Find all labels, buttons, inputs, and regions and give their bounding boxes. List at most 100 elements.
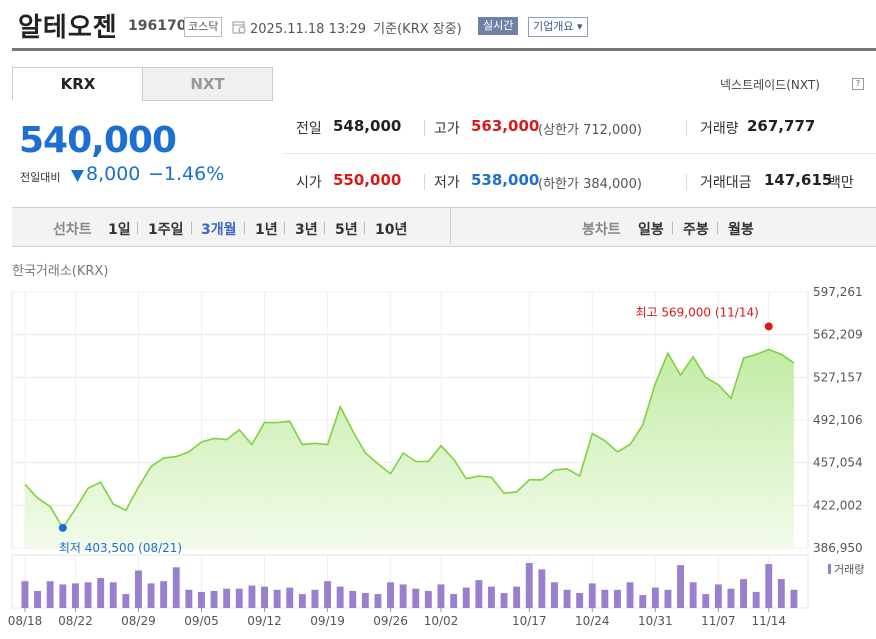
y-tick-label: 386,950 — [813, 541, 863, 555]
volume-bar — [235, 588, 243, 608]
volume-bar — [286, 587, 294, 608]
period-3y[interactable]: 3년 — [295, 222, 318, 238]
amount-value: 147,615 — [764, 171, 833, 189]
time-basis: 기준(KRX 장중) — [373, 22, 462, 37]
upper-limit: (상한가 712,000) — [538, 123, 642, 138]
volume-bar — [651, 587, 659, 608]
divider — [672, 222, 673, 234]
volume-bar — [475, 580, 483, 608]
volume-bar — [172, 567, 180, 608]
volume-bar — [488, 586, 495, 608]
nextrade-link[interactable]: 넥스트레이드(NXT) — [720, 78, 820, 92]
volume-bar — [576, 593, 584, 608]
y-tick-label: 422,002 — [813, 498, 863, 512]
change-amount: 8,000 — [86, 163, 141, 185]
y-tick-label: 562,209 — [813, 328, 863, 342]
live-badge[interactable]: 실시간 — [478, 17, 519, 35]
divider — [450, 208, 451, 244]
volume-bar — [109, 582, 117, 608]
volume-bar — [273, 589, 281, 608]
tab-krx[interactable]: KRX — [12, 67, 144, 100]
volume-frame — [11, 554, 809, 609]
period-10y[interactable]: 10년 — [375, 222, 408, 238]
amount-unit: 백만 — [828, 175, 854, 191]
x-tick-label: 09/19 — [310, 614, 345, 628]
period-1d[interactable]: 1일 — [108, 222, 131, 238]
volume-bar — [46, 581, 54, 608]
volume-bar — [84, 582, 92, 608]
divider — [244, 222, 245, 234]
change-percent: −1.46% — [148, 163, 225, 185]
x-tick-label: 08/29 — [121, 614, 156, 628]
volume-bar — [160, 581, 168, 608]
divider — [424, 174, 425, 190]
volume-bar — [626, 582, 634, 608]
volume-bar — [361, 593, 369, 608]
x-tick-labels: 08/18 08/22 08/29 09/05 09/12 09/19 09/26 10/02… — [8, 608, 786, 628]
candle-monthly[interactable]: 월봉 — [728, 222, 754, 238]
volume-bar — [336, 586, 344, 608]
volume-bar — [740, 579, 747, 608]
amount-label: 거래대금 — [700, 175, 752, 191]
volume-bar — [689, 582, 697, 608]
market-badge: 코스닥 — [184, 17, 223, 37]
divider — [424, 120, 425, 136]
tab-nxt[interactable]: NXT — [142, 67, 273, 101]
volume-bar — [462, 587, 470, 608]
volume-label: 거래량 — [700, 121, 739, 137]
period-3m[interactable]: 3개월 — [201, 222, 237, 238]
volume-bar — [261, 586, 268, 608]
annotations: 최저 403,500 (08/21) 최고 569,000 (11/14) — [58, 305, 773, 555]
header-divider — [12, 48, 876, 51]
volume-bar — [727, 588, 735, 608]
divider — [137, 222, 138, 234]
volume-bar — [777, 579, 785, 608]
x-tick-label: 10/31 — [638, 614, 673, 628]
y-tick-labels: 597,261 562,209 527,157 492,106 457,054 422,0… — [813, 285, 863, 555]
volume-bar — [59, 584, 67, 608]
volume-bars: 거래량 — [21, 563, 864, 608]
volume-bar — [399, 584, 407, 608]
volume-bar — [752, 591, 760, 608]
period-5y[interactable]: 5년 — [335, 222, 358, 238]
open-label: 시가 — [296, 175, 322, 191]
volume-bar — [664, 589, 672, 608]
x-tick-label: 10/17 — [512, 614, 547, 628]
stock-name: 알테오젠 — [18, 13, 118, 43]
divider — [284, 222, 285, 234]
x-tick-label: 10/02 — [424, 614, 459, 628]
volume-legend: 거래량 — [834, 563, 864, 576]
divider — [191, 222, 192, 234]
x-tick-label: 11/14 — [751, 614, 786, 628]
candle-daily[interactable]: 일봉 — [638, 222, 664, 238]
volume-bar — [525, 563, 533, 608]
x-tick-label: 10/24 — [575, 614, 610, 628]
time-value: 2025.11.18 13:29 — [250, 22, 367, 37]
lower-limit: (하한가 384,000) — [538, 177, 642, 192]
company-overview-button[interactable]: 기업개요 ▾ — [528, 17, 588, 37]
down-triangle-icon — [71, 170, 84, 182]
volume-bar — [147, 583, 155, 608]
y-tick-label: 527,157 — [813, 370, 863, 384]
stock-code: 196170 — [128, 18, 187, 34]
volume-bar — [248, 585, 256, 608]
help-icon[interactable]: ? — [852, 78, 864, 90]
high-annotation: 최고 569,000 (11/14) — [636, 305, 759, 319]
volume-bar — [500, 593, 508, 608]
candle-chart-label: 봉차트 — [582, 222, 621, 238]
period-1w[interactable]: 1주일 — [148, 222, 184, 238]
divider — [686, 174, 687, 190]
period-1y[interactable]: 1년 — [255, 222, 278, 238]
volume-bar — [790, 589, 798, 608]
volume-bar — [601, 589, 609, 608]
candle-weekly[interactable]: 주봉 — [683, 222, 709, 238]
current-price: 540,000 — [19, 120, 177, 161]
volume-bar — [21, 581, 29, 608]
volume-bar — [563, 589, 571, 608]
y-tick-label: 457,054 — [813, 456, 863, 470]
exchange-label: 한국거래소(KRX) — [12, 264, 109, 279]
volume-bar — [412, 588, 420, 608]
x-tick-label: 11/07 — [701, 614, 736, 628]
volume-bar — [34, 590, 41, 608]
